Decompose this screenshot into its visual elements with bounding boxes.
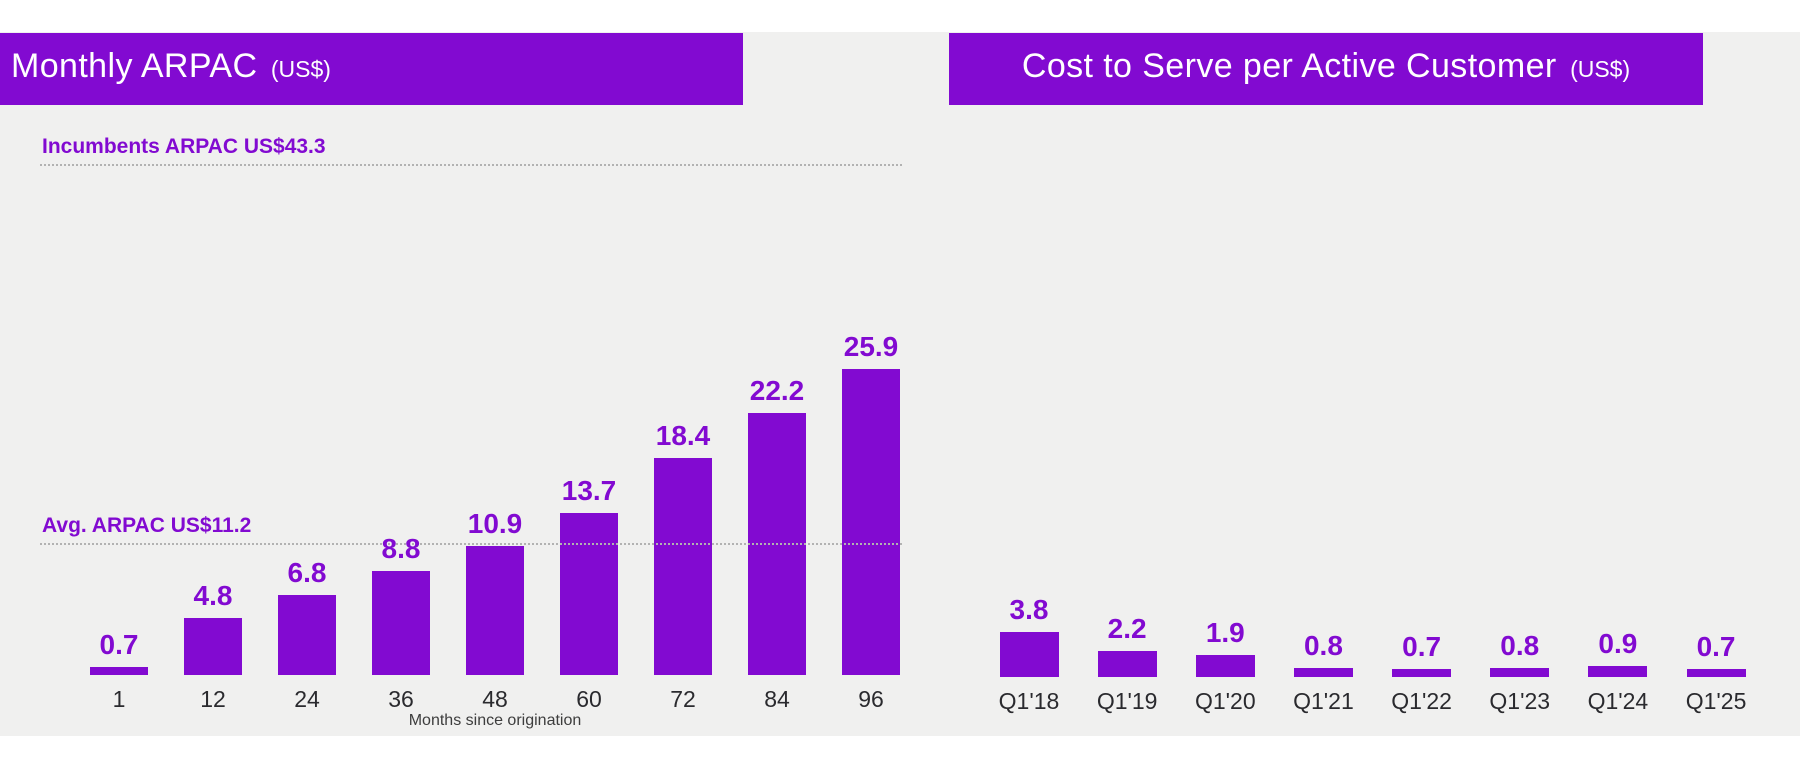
right-chart-bar-value-label: 3.8 bbox=[1009, 594, 1049, 625]
right-chart-title-wrap: Cost to Serve per Active Customer (US$) bbox=[1022, 30, 1630, 109]
right-chart-title-unit: (US$) bbox=[1570, 55, 1631, 82]
right-chart-bar-value-label: 0.8 bbox=[1303, 630, 1343, 661]
right-chart-x-tick-label: Q1'22 bbox=[1391, 688, 1452, 714]
left-chart-reference-line-label-0: Incumbents ARPAC US$43.3 bbox=[42, 135, 326, 158]
left-chart-bar-12 bbox=[184, 618, 242, 675]
left-chart-bar-96 bbox=[842, 369, 900, 675]
right-chart-x-tick-label: Q1'24 bbox=[1587, 688, 1649, 714]
left-chart-x-tick-label: 72 bbox=[670, 686, 696, 712]
left-chart-bar-72 bbox=[654, 458, 712, 675]
left-chart-x-axis-caption: Months since origination bbox=[408, 712, 582, 729]
right-chart-x-tick-label: Q1'18 bbox=[998, 688, 1060, 714]
left-chart-reference-line-1 bbox=[40, 543, 902, 545]
right-chart-bar-Q1'24 bbox=[1588, 666, 1648, 677]
left-chart-bar-value-label: 10.9 bbox=[467, 508, 523, 539]
left-chart-x-tick-label: 60 bbox=[576, 686, 602, 712]
left-chart-bar-24 bbox=[278, 595, 336, 675]
left-chart-x-tick-label: 84 bbox=[764, 686, 790, 712]
left-chart-reference-line-label-1: Avg. ARPAC US$11.2 bbox=[42, 514, 252, 537]
left-chart-title-banner: Monthly ARPAC (US$) bbox=[0, 33, 743, 105]
right-chart-bar-Q1'23 bbox=[1490, 668, 1550, 677]
left-chart-bar-value-label: 18.4 bbox=[655, 420, 711, 451]
right-chart-bar-value-label: 2.2 bbox=[1107, 613, 1147, 644]
right-chart-title-banner: Cost to Serve per Active Customer (US$) bbox=[949, 33, 1703, 105]
left-chart-reference-line-0 bbox=[40, 164, 902, 166]
left-chart-x-tick-label: 1 bbox=[112, 686, 126, 712]
right-chart-bar-value-label: 0.7 bbox=[1696, 631, 1736, 662]
left-chart-bar-36 bbox=[372, 571, 430, 675]
left-chart-x-tick-label: 48 bbox=[482, 686, 508, 712]
left-chart-x-tick-label: 96 bbox=[858, 686, 884, 712]
right-chart-bar-Q1'25 bbox=[1686, 669, 1746, 677]
left-chart-bar-value-label: 25.9 bbox=[843, 331, 899, 362]
right-chart-x-tick-label: Q1'20 bbox=[1194, 688, 1256, 714]
left-chart-x-tick-label: 24 bbox=[294, 686, 320, 712]
right-chart-x-tick-label: Q1'21 bbox=[1293, 688, 1354, 714]
right-chart-bar-value-label: 0.7 bbox=[1402, 631, 1442, 662]
right-chart-bar-value-label: 0.8 bbox=[1500, 630, 1540, 661]
left-chart-bar-value-label: 0.7 bbox=[99, 629, 139, 660]
left-chart-x-tick-label: 36 bbox=[388, 686, 414, 712]
right-chart-bar-value-label: 1.9 bbox=[1205, 617, 1245, 648]
left-chart-bar-60 bbox=[560, 513, 618, 675]
right-chart-bar-Q1'21 bbox=[1293, 668, 1353, 677]
left-chart-bar-value-label: 6.8 bbox=[287, 557, 327, 588]
right-chart-bar-Q1'22 bbox=[1392, 669, 1452, 677]
left-chart-x-tick-label: 12 bbox=[200, 686, 226, 712]
right-chart-bar-Q1'20 bbox=[1195, 655, 1255, 677]
left-chart-bar-1 bbox=[90, 667, 148, 675]
left-chart-title-unit: (US$) bbox=[270, 55, 331, 82]
right-chart-x-tick-label: Q1'25 bbox=[1685, 688, 1747, 714]
right-chart-title: Cost to Serve per Active Customer bbox=[1021, 46, 1557, 85]
left-chart-title: Monthly ARPAC bbox=[11, 46, 258, 85]
left-chart-bar-value-label: 8.8 bbox=[381, 533, 421, 564]
left-chart-bar-value-label: 13.7 bbox=[561, 475, 617, 506]
left-chart-bar-48 bbox=[466, 546, 524, 675]
right-chart-bar-Q1'18 bbox=[999, 632, 1059, 677]
left-chart-bar-value-label: 4.8 bbox=[193, 580, 233, 611]
right-chart-bar-value-label: 0.9 bbox=[1598, 628, 1638, 659]
right-chart-x-tick-label: Q1'19 bbox=[1096, 688, 1158, 714]
left-chart-bar-value-label: 22.2 bbox=[749, 375, 805, 406]
right-chart-bar-Q1'19 bbox=[1097, 651, 1157, 677]
left-chart-title-wrap: Monthly ARPAC (US$) bbox=[0, 30, 331, 109]
right-chart-x-tick-label: Q1'23 bbox=[1489, 688, 1551, 714]
